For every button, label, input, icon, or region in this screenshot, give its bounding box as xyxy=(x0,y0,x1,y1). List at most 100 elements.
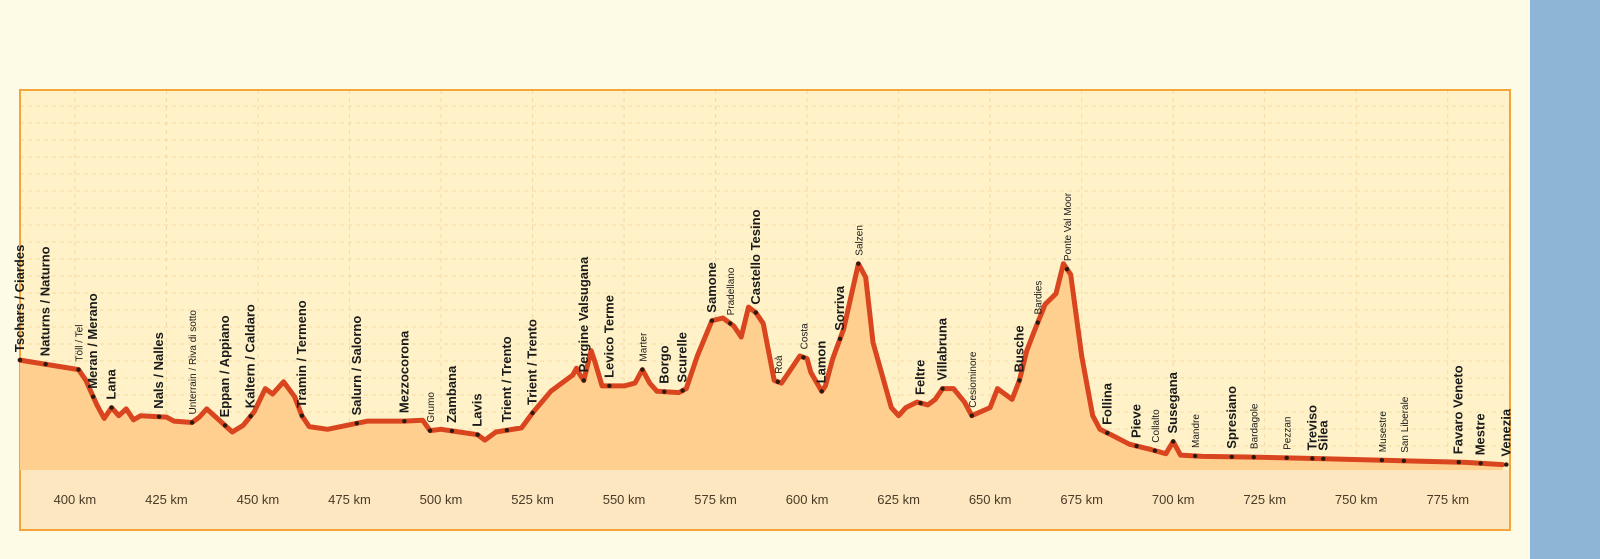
place-label: Eppan / Appiano xyxy=(217,315,232,417)
x-tick-label: 775 km xyxy=(1426,492,1469,507)
place-label: Marter xyxy=(638,332,649,362)
place-label: Trient / Trento xyxy=(525,319,540,405)
place-label: Zambana xyxy=(444,365,459,423)
place-marker xyxy=(427,428,433,433)
place-label: Busche xyxy=(1011,325,1026,372)
place-label: Tschars / Ciardes xyxy=(12,245,27,352)
place-marker xyxy=(504,428,510,433)
place-label: Pradellano xyxy=(726,267,737,315)
x-tick-label: 625 km xyxy=(877,492,920,507)
place-label: San Liberale xyxy=(1400,396,1411,453)
place-label: Levico Terme xyxy=(601,295,616,378)
x-tick-label: 550 km xyxy=(603,492,646,507)
plot-border xyxy=(19,89,1511,531)
place-marker xyxy=(43,362,48,367)
x-tick-label: 475 km xyxy=(328,492,371,507)
place-marker xyxy=(837,336,843,342)
place-label: Feltre xyxy=(913,360,928,395)
place-marker xyxy=(109,405,114,410)
place-marker xyxy=(17,357,23,363)
place-marker xyxy=(918,400,923,406)
place-marker xyxy=(1192,453,1198,459)
place-label: Sorriva xyxy=(832,285,847,331)
place-marker xyxy=(709,318,715,323)
place-marker xyxy=(1310,456,1315,461)
place-marker xyxy=(728,321,733,326)
elevation-area xyxy=(20,263,1503,470)
place-marker xyxy=(1017,378,1022,383)
place-label: Trient / Trento xyxy=(499,336,514,422)
place-label: Follina xyxy=(1099,382,1114,425)
place-label: Lana xyxy=(104,368,119,399)
place-label: Bardagole xyxy=(1250,403,1261,449)
place-marker xyxy=(1229,454,1234,459)
place-marker xyxy=(91,394,96,399)
place-label: Scurelle xyxy=(675,332,690,383)
place-label: Borgo xyxy=(656,345,671,383)
place-label: Salzen xyxy=(854,225,865,256)
x-tick-label: 675 km xyxy=(1060,492,1103,507)
place-marker xyxy=(775,379,781,384)
place-marker xyxy=(156,414,162,419)
place-marker xyxy=(940,386,945,391)
x-tick-label: 425 km xyxy=(145,492,188,507)
place-marker xyxy=(753,310,759,315)
place-marker xyxy=(189,420,195,425)
place-label: Spresiano xyxy=(1224,386,1239,449)
place-marker xyxy=(1064,266,1070,272)
elevation-line xyxy=(17,261,1506,468)
place-marker xyxy=(1170,439,1176,444)
place-marker xyxy=(680,388,685,393)
place-marker xyxy=(222,423,228,428)
place-label: Pergine Valsugana xyxy=(576,256,591,372)
place-marker xyxy=(1379,458,1385,463)
place-label: Kaltern / Caldaro xyxy=(243,304,258,408)
place-marker xyxy=(969,413,975,418)
x-tick-label: 700 km xyxy=(1152,492,1195,507)
x-tick-label: 450 km xyxy=(237,492,280,507)
place-marker xyxy=(640,367,645,372)
place-label: Musestre xyxy=(1378,411,1389,453)
outer-frame xyxy=(1530,0,1600,559)
place-marker xyxy=(299,413,305,418)
place-label: Meran / Merano xyxy=(85,293,100,388)
place-labels: Tschars / Ciardes Naturns / Naturno Töll /… xyxy=(12,192,1513,467)
place-label: Pieve xyxy=(1129,404,1144,438)
place-label: Töll / Tel xyxy=(75,325,86,362)
place-marker xyxy=(856,261,861,266)
place-label: Silea xyxy=(1315,420,1330,451)
place-label: Venezia xyxy=(1498,408,1513,456)
place-label: Costa xyxy=(799,323,810,350)
place-marker xyxy=(1401,458,1407,463)
place-label: Treviso xyxy=(1304,405,1319,451)
place-label: Lamon xyxy=(814,341,829,384)
place-label: Unterrain / Riva di sotto xyxy=(188,310,199,415)
place-label: Lavis xyxy=(470,393,485,426)
place-marker xyxy=(475,432,480,437)
place-label: Mezzocorona xyxy=(396,330,411,413)
place-marker xyxy=(1478,461,1483,466)
place-marker xyxy=(1504,462,1509,467)
place-label: Bardies xyxy=(1034,281,1045,315)
place-label: Pezzan xyxy=(1283,417,1294,450)
place-marker xyxy=(1456,460,1461,465)
x-axis-ticks: 400 km 425 km 450 km 475 km 500 km 525 km 550 … xyxy=(54,492,1469,507)
place-label: Nals / Nalles xyxy=(151,332,166,409)
place-marker xyxy=(1134,443,1139,449)
place-label: Favaro Veneto xyxy=(1451,365,1466,454)
place-label: Castello Tesino xyxy=(748,209,763,304)
place-marker xyxy=(1152,448,1158,453)
place-marker xyxy=(530,410,535,416)
place-marker xyxy=(1035,320,1040,325)
x-tick-label: 525 km xyxy=(511,492,554,507)
place-marker xyxy=(1284,455,1289,461)
x-tick-label: 750 km xyxy=(1335,492,1378,507)
place-label: Cesiominore xyxy=(968,351,979,408)
place-marker xyxy=(1321,456,1326,461)
place-label: Villabruna xyxy=(935,317,950,380)
place-label: Collalto xyxy=(1151,409,1162,443)
place-marker xyxy=(449,428,455,434)
place-marker xyxy=(354,421,360,426)
